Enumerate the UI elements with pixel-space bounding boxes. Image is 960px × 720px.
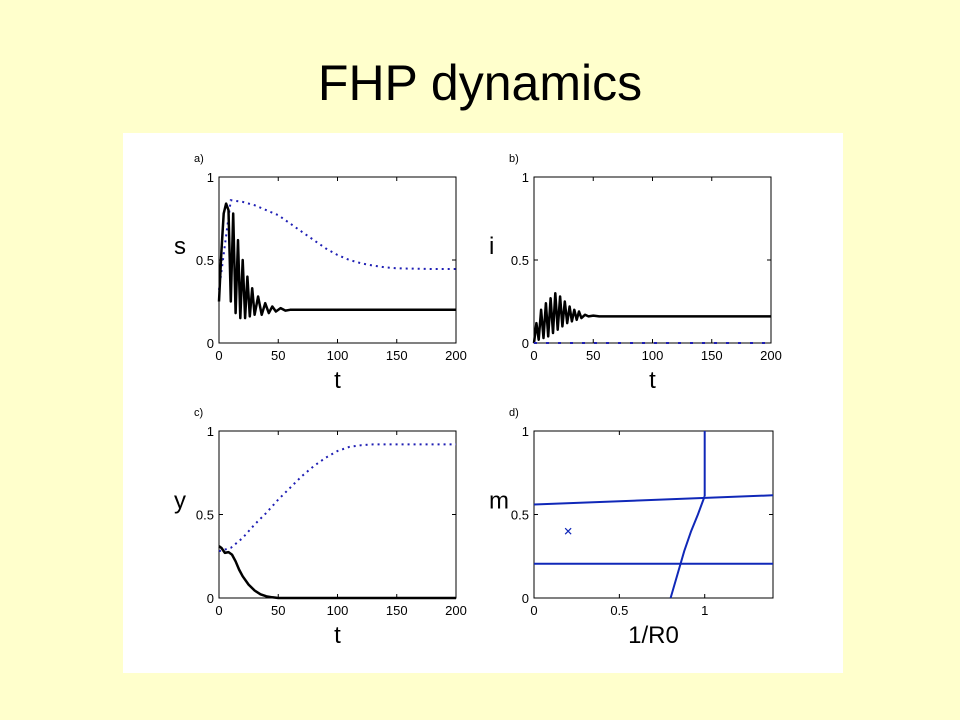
panel-4-series-1-line — [533, 494, 774, 506]
panel-4-marker-x — [564, 527, 572, 535]
panel-3-xtick-label: 0 — [215, 603, 222, 618]
figure-panel-grid: a) 0 50 100 150 200 0 0.5 1 t s b) 0 50 100 150 200 0 0.5 1… — [123, 133, 843, 673]
panel-2-ytick-label: 0.5 — [511, 253, 529, 268]
panel-1-xtick-label: 100 — [327, 348, 349, 363]
panel-1-axes-frame — [218, 176, 457, 344]
panel-2-panel-label: b) — [509, 153, 519, 165]
panel-4-ytick-label: 0 — [522, 591, 529, 606]
panel-1-ytick-label: 0.5 — [196, 253, 214, 268]
panel-2-xtick-label: 50 — [586, 348, 600, 363]
panel-3-axes-frame — [218, 430, 457, 599]
panel-2-xtick-label: 0 — [530, 348, 537, 363]
panel-2-xtick-label: 100 — [642, 348, 664, 363]
panel-1-xtick-label: 150 — [386, 348, 408, 363]
panel-4-xtick-label: 0 — [530, 603, 537, 618]
panel-1-xtick-label: 200 — [445, 348, 467, 363]
panel-4-axes-frame — [533, 430, 774, 599]
panel-2-xtick-label: 200 — [760, 348, 782, 363]
panel-2-axes-frame — [533, 176, 772, 344]
panel-2-ytick-label: 1 — [522, 170, 529, 185]
panel-3-xtick-label: 100 — [327, 603, 349, 618]
panel-3-series-2-line — [218, 545, 456, 600]
panel-4-x-axis-label: 1/R0 — [628, 622, 679, 649]
panel-1-ytick-label: 1 — [207, 170, 214, 185]
panel-4-ytick-label: 1 — [522, 424, 529, 439]
panel-1-series-1-line — [218, 199, 456, 291]
panel-4-xtick-label: 0.5 — [610, 603, 628, 618]
panel-2-y-axis-label: i — [489, 233, 494, 260]
panel-1-y-axis-label: s — [174, 233, 186, 260]
panel-1-xtick-label: 0 — [215, 348, 222, 363]
panel-3-ytick-label: 0 — [207, 591, 214, 606]
panel-1-x-axis-label: t — [334, 367, 341, 394]
panel-3-ytick-label: 0.5 — [196, 508, 214, 523]
panel-2-xtick-label: 150 — [701, 348, 723, 363]
slide-title: FHP dynamics — [317, 55, 643, 111]
panel-4-series-4-line — [669, 495, 706, 599]
panel-3-x-axis-label: t — [334, 622, 341, 649]
panel-3-xtick-label: 200 — [445, 603, 467, 618]
panel-3-ytick-label: 1 — [207, 424, 214, 439]
panel-3-series-1-line — [218, 443, 456, 553]
panel-4-xtick-label: 1 — [701, 603, 708, 618]
panel-2-series-1-line — [532, 291, 771, 344]
panel-4-panel-label: d) — [509, 407, 519, 419]
panel-1-ytick-label: 0 — [207, 336, 214, 351]
panel-4-ytick-label: 0.5 — [511, 508, 529, 523]
panel-3-xtick-label: 150 — [386, 603, 408, 618]
panel-2-x-axis-label: t — [649, 367, 656, 394]
panel-3-xtick-label: 50 — [271, 603, 285, 618]
panel-1-series-2-line — [217, 202, 456, 320]
panel-2-ytick-label: 0 — [522, 336, 529, 351]
panel-4-y-axis-label: m — [489, 488, 509, 515]
panel-3-panel-label: c) — [194, 407, 203, 419]
panel-1-panel-label: a) — [194, 153, 204, 165]
panel-1-xtick-label: 50 — [271, 348, 285, 363]
panel-3-y-axis-label: y — [174, 488, 186, 515]
